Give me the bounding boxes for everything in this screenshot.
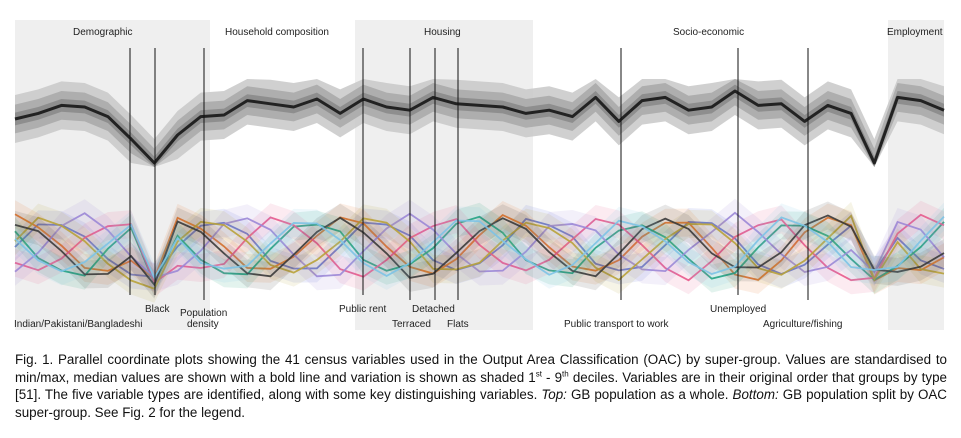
label-indian-pakistani-bangladeshi: Indian/Pakistani/Bangladeshi: [14, 319, 143, 330]
bottom-band-0: [15, 204, 944, 291]
group-band-2: [888, 20, 944, 330]
bottom-band-7: [15, 202, 944, 292]
caption-bottom-label: Bottom:: [732, 387, 779, 403]
key-variable-axes: [129, 48, 809, 300]
bottom-median-line-7: [14, 215, 945, 280]
top-median-line: [14, 89, 945, 165]
group-band-1: [355, 20, 533, 330]
caption-text-2: - 9: [541, 369, 563, 385]
caption-text-3: deciles. Variables are in their original…: [15, 369, 947, 403]
bottom-band-3: [15, 200, 944, 297]
bottom-median-line-3: [14, 213, 945, 285]
label-unemployed: Unemployed: [710, 304, 767, 315]
label-detached: Detached: [412, 304, 455, 315]
group-label-socio-economic: Socio-economic: [673, 27, 745, 38]
caption-text-5: GB population split by OAC super-group. …: [15, 387, 947, 420]
label-population-density-line2: density: [187, 319, 219, 330]
label-population-density-line1: Population: [180, 308, 228, 319]
label-terraced: Terraced: [392, 319, 431, 330]
bottom-band-1: [15, 200, 944, 295]
label-public-rent: Public rent: [339, 304, 387, 315]
caption-text-1: Fig. 1. Parallel coordinate plots showin…: [15, 352, 947, 385]
bottom-median-line-5: [14, 214, 945, 290]
bottom-median-line-6: [14, 214, 945, 287]
group-bands: [15, 20, 944, 330]
bottom-median-line-4: [14, 211, 945, 279]
label-black: Black: [145, 304, 170, 315]
bottom-median-line-1: [14, 213, 945, 282]
bottom-band-6: [15, 201, 944, 299]
group-label-housing: Housing: [424, 27, 461, 38]
label-public-transport-to-work: Public transport to work: [564, 319, 669, 330]
label-flats: Flats: [447, 319, 469, 330]
top-parallel-plot: [14, 79, 945, 167]
caption-text-4: GB population as a whole.: [566, 387, 733, 403]
caption-sup-2: th: [562, 369, 569, 379]
bottom-band-5: [15, 201, 944, 303]
group-band-0: [15, 20, 210, 330]
bottom-band-4: [15, 198, 944, 292]
group-label-demographic: Demographic: [73, 27, 133, 38]
group-label-employment: Employment: [887, 27, 943, 38]
parallel-coordinate-figure: [14, 20, 945, 330]
label-agriculture-fishing: Agriculture/fishing: [763, 319, 843, 330]
bottom-parallel-plot: [14, 198, 945, 303]
caption-sup-1: st: [535, 369, 542, 379]
figure-caption: Fig. 1. Parallel coordinate plots showin…: [15, 351, 947, 421]
group-label-household-composition: Household composition: [225, 27, 329, 38]
caption-top-label: Top:: [541, 387, 567, 403]
